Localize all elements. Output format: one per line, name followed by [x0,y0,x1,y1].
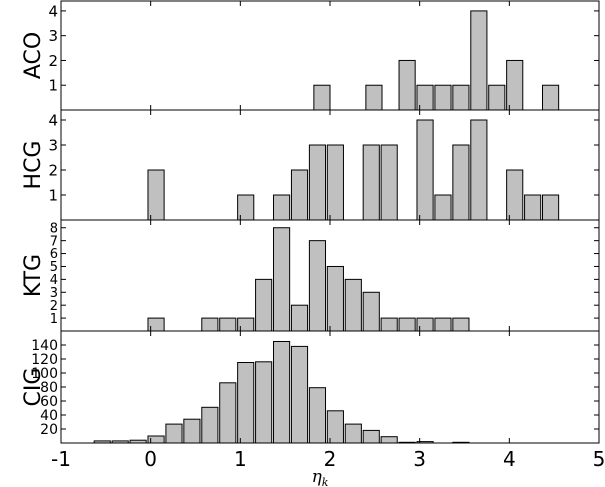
xtick-label-3: 3 [413,447,426,471]
ytick-label-cig-20: 20 [40,422,58,438]
x-axis-label-subscript: k [322,476,329,487]
ytick-label-cig-60: 60 [40,394,58,410]
x-axis-label: ηk [312,467,329,487]
bar-cig-4 [165,423,183,444]
ytick-label-hcg-1: 1 [48,186,58,204]
ytick-label-cig-100: 100 [31,366,58,382]
xtick-label-2: 2 [324,447,337,471]
bar-cig-15 [362,429,380,444]
bar-cig-6 [201,406,219,444]
bar-aco-1 [365,84,383,111]
ytick-label-ktg-8: 8 [50,221,58,236]
bar-aco-0 [313,84,331,111]
ytick-label-aco-4: 4 [48,2,58,20]
bar-ktg-6 [290,304,309,332]
bar-ktg-4 [255,278,273,332]
bar-cig-10 [273,341,291,444]
bar-ktg-10 [362,291,380,332]
bar-hcg-10 [452,144,470,221]
ytick-label-ktg-7: 7 [50,234,58,249]
bar-hcg-14 [542,194,560,221]
bar-ktg-15 [452,317,470,332]
ytick-label-ktg-1: 1 [50,312,58,327]
ytick-label-aco-2: 2 [48,52,58,70]
bar-aco-4 [434,84,452,111]
bar-hcg-7 [380,144,398,221]
ylabel-cig: CIG [21,368,46,407]
bar-aco-2 [398,59,416,111]
bar-ktg-14 [434,317,452,332]
ytick-label-hcg-2: 2 [48,161,58,179]
bar-hcg-3 [290,169,309,221]
bar-cig-5 [183,418,201,444]
bar-hcg-13 [524,194,542,221]
ytick-label-ktg-5: 5 [50,260,58,275]
ytick-label-hcg-4: 4 [48,111,58,129]
ytick-label-aco-3: 3 [48,27,58,45]
bar-hcg-2 [273,194,291,221]
ytick-label-ktg-2: 2 [50,299,58,314]
bar-cig-8 [237,362,255,444]
bar-ktg-7 [308,240,327,332]
ytick-label-ktg-3: 3 [50,286,58,301]
bar-ktg-12 [398,317,416,332]
panels-group: 1234ACO1234HCG12345678KTG204060801001201… [21,0,600,444]
bar-hcg-11 [470,119,488,221]
bar-hcg-0 [147,169,165,221]
bar-cig-12 [308,387,327,444]
ytick-label-cig-140: 140 [31,338,58,354]
bar-aco-7 [488,84,506,111]
ylabel-aco: ACO [21,32,46,79]
bar-aco-5 [452,84,470,111]
x-axis: -1 0 1 2 3 4 5 [51,447,605,471]
ylabel-hcg: HCG [21,141,46,190]
x-axis-label-symbol: η [312,467,323,487]
ytick-label-ktg-4: 4 [50,273,58,288]
ylabel-ktg: KTG [21,254,46,297]
bar-hcg-6 [362,144,380,221]
bar-hcg-8 [416,119,434,221]
bar-aco-8 [506,59,524,111]
ytick-label-ktg-6: 6 [50,247,58,262]
xtick-label-1: 1 [234,447,247,471]
ytick-label-cig-80: 80 [40,380,58,396]
ytick-label-hcg-3: 3 [48,136,58,154]
bar-ktg-11 [380,317,398,332]
bar-cig-7 [219,382,237,444]
bar-aco-6 [470,10,488,111]
bar-hcg-4 [308,144,327,221]
bar-hcg-5 [326,144,344,221]
bar-ktg-1 [201,317,219,332]
ytick-label-cig-40: 40 [40,408,58,424]
bar-aco-9 [542,84,560,111]
bar-hcg-9 [434,194,452,221]
ytick-label-aco-1: 1 [48,77,58,95]
xtick-label--1: -1 [51,447,71,471]
xtick-label-4: 4 [503,447,516,471]
bar-hcg-12 [506,169,524,221]
xtick-label-0: 0 [144,447,157,471]
bar-cig-16 [380,436,398,444]
bar-cig-14 [344,423,362,444]
bar-cig-9 [255,361,273,444]
bar-ktg-2 [219,317,237,332]
bar-ktg-8 [326,265,344,332]
bar-ktg-9 [344,278,362,332]
xtick-label-5: 5 [593,447,605,471]
ytick-label-cig-120: 120 [31,352,58,368]
bar-ktg-5 [273,227,291,332]
bar-cig-11 [290,345,309,444]
